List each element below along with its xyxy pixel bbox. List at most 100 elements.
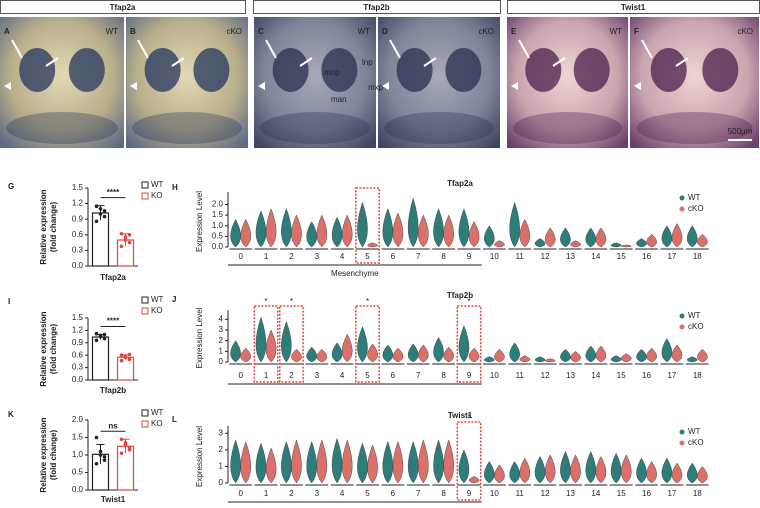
violin: [646, 233, 657, 248]
violin: [316, 439, 328, 484]
x-tick-label: 5: [365, 252, 370, 261]
violin: [484, 225, 495, 248]
violin: [468, 221, 480, 248]
group-label: Mesenchyme: [331, 269, 379, 278]
embryo-photo: [0, 17, 124, 148]
x-tick-label: 15: [617, 489, 626, 498]
arrow: [423, 57, 437, 67]
x-tick-label: 17: [667, 371, 676, 380]
y-tick-label: 0.9: [72, 214, 84, 223]
x-tick-label: 6: [391, 252, 396, 261]
panel-letter: E: [511, 27, 517, 36]
arrowhead: [4, 82, 11, 90]
data-point: [123, 238, 128, 242]
panel-letter: C: [258, 27, 264, 36]
data-point: [119, 358, 124, 363]
header-box: [253, 0, 501, 14]
y-tick-label: 0.6: [72, 350, 84, 359]
legend-marker: [679, 324, 685, 330]
x-tick-label: 8: [441, 371, 446, 380]
x-axis-label: Tfap2a: [100, 273, 126, 282]
violin: [255, 210, 267, 248]
y-tick-label: 1.0: [72, 450, 84, 459]
x-tick-label: 15: [617, 252, 626, 261]
legend-marker: [679, 429, 685, 435]
violin: [331, 216, 343, 248]
violin: [255, 316, 267, 363]
y-axis-label: Relative expression: [39, 189, 48, 264]
y-tick-label: 0.3: [72, 246, 84, 255]
data-point: [119, 437, 124, 442]
x-axis-label: Tfap2b: [100, 386, 126, 395]
violin: [671, 344, 683, 363]
violin: [585, 451, 597, 484]
arrow: [552, 57, 566, 67]
y-tick-label: 1.2: [72, 199, 84, 208]
violin: [458, 325, 470, 363]
violin: [407, 343, 419, 363]
data-point: [127, 357, 132, 362]
eye: [573, 48, 610, 92]
data-point: [127, 352, 132, 357]
violin: [367, 444, 378, 484]
panel-letter: I: [8, 297, 10, 306]
y-tick-label: 2.0: [212, 200, 224, 209]
y-tick-label: 0.0: [72, 261, 84, 270]
violin: [281, 208, 292, 248]
x-tick-label: 3: [315, 371, 320, 380]
y-tick-label: 2: [219, 445, 224, 454]
violin: [610, 452, 622, 484]
violin: [519, 355, 531, 363]
legend-marker: [679, 206, 685, 212]
eye: [321, 48, 358, 92]
x-tick-label: 15: [617, 371, 626, 380]
legend-marker: [679, 313, 685, 319]
violin: [484, 461, 495, 484]
violin: [316, 214, 328, 248]
chart-title: Tfap2b: [447, 291, 473, 300]
violin: [458, 449, 470, 484]
data-point: [102, 336, 107, 341]
violin: [281, 440, 292, 484]
legend-label: WT: [151, 180, 164, 189]
violin: [570, 454, 581, 484]
jaw: [513, 112, 622, 144]
y-axis-label: Expression Level: [195, 307, 204, 368]
legend-marker: [679, 440, 685, 446]
x-tick-label: 2: [289, 371, 294, 380]
legend-label: KO: [151, 306, 163, 315]
violin: [357, 326, 368, 363]
y-tick-label: 3: [219, 428, 224, 437]
eye: [144, 48, 181, 92]
highlight-label: *: [264, 297, 267, 306]
x-tick-label: 18: [693, 489, 702, 498]
data-point: [102, 458, 107, 463]
violin: [636, 238, 647, 248]
violin: [367, 343, 378, 363]
x-tick-label: 7: [416, 252, 421, 261]
data-point: [123, 355, 128, 360]
x-tick-label: 0: [238, 371, 243, 380]
arrowhead: [382, 82, 389, 90]
x-tick-label: 1: [264, 371, 269, 380]
y-tick-label: 0.9: [72, 338, 84, 347]
highlight-label: *: [290, 297, 293, 306]
legend-label: KO: [151, 419, 163, 428]
anatomy-label: lnp: [362, 58, 373, 67]
data-point: [94, 435, 99, 440]
violin: [306, 440, 317, 484]
highlight-box: [355, 305, 380, 383]
panel-letter: H: [172, 183, 178, 192]
violin: [610, 242, 622, 248]
arrow: [675, 57, 689, 67]
violin: [418, 439, 429, 484]
legend-swatch: [141, 192, 149, 200]
highlight-label: *: [467, 297, 470, 306]
violin: [382, 208, 394, 248]
violin: [418, 344, 429, 363]
data-point: [119, 231, 124, 236]
x-tick-label: 0: [238, 252, 243, 261]
violin: [595, 345, 607, 363]
violin: [468, 476, 480, 484]
legend-swatch: [141, 307, 149, 315]
